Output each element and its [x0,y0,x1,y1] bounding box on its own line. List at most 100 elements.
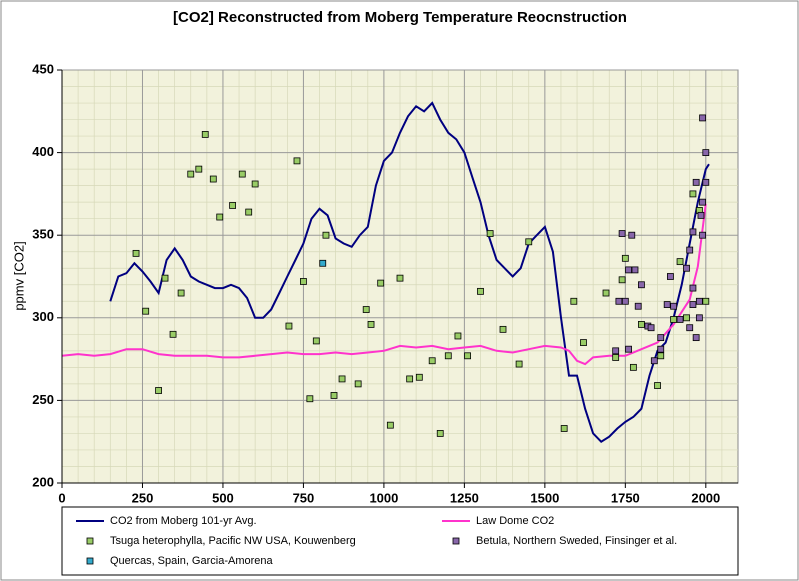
data-point [699,114,706,122]
data-point [602,289,610,297]
data-point [406,375,414,383]
data-point [580,339,587,346]
data-point [695,297,703,305]
data-point [638,281,645,289]
data-point [428,357,436,365]
data-line [61,203,707,366]
data-point [319,259,327,267]
data-point [657,345,665,353]
legend-label: Quercas, Spain, Garcia-Amorena [110,555,274,567]
data-point [486,230,494,237]
data-point [686,246,694,254]
data-point [155,387,162,394]
data-point [667,273,674,280]
data-point [377,279,385,287]
data-point [177,289,185,297]
x-tick-label: 2000 [691,490,720,505]
data-point [209,175,217,183]
x-tick-label: 1500 [530,490,559,505]
data-point [201,131,209,138]
data-point [657,352,665,360]
data-point [670,316,678,323]
data-point [251,180,259,188]
data-point [692,334,700,342]
data-point [515,360,523,368]
data-point [570,297,578,305]
x-tick-label: 750 [293,490,315,505]
data-point [169,330,177,338]
data-point [686,324,694,332]
data-point [695,314,703,322]
data-point [612,347,620,355]
legend-swatch [452,537,460,545]
data-point [676,316,684,323]
data-point [625,266,632,274]
data-point [444,352,452,360]
data-point [245,208,253,216]
data-point [629,363,637,371]
data-point [676,258,684,266]
data-point [161,274,169,282]
x-tick-label: 500 [212,490,234,505]
data-point [689,301,697,308]
x-tick-label: 250 [132,490,154,505]
data-point [338,375,346,383]
y-tick-label: 400 [32,144,54,159]
data-point [638,321,645,328]
y-axis-label: ppmv [CO2] [11,241,26,310]
data-point [670,302,678,310]
data-line [109,101,710,443]
data-point [650,357,658,365]
data-point [657,334,665,342]
data-point [702,297,710,305]
data-point [132,249,140,257]
data-point [285,322,293,330]
data-point [699,231,706,239]
data-point [621,254,629,262]
data-point [621,297,629,305]
legend-label: Law Dome CO2 [476,515,554,527]
data-point [306,395,314,403]
data-point [464,352,472,360]
y-tick-label: 200 [32,474,54,489]
data-point [436,430,444,437]
data-point [354,380,362,388]
data-point [362,306,370,313]
data-point [415,373,423,381]
data-point [367,321,375,328]
data-point [238,170,246,178]
x-tick-label: 1250 [450,490,479,505]
data-point [692,178,700,186]
data-point [647,324,655,332]
y-tick-label: 350 [32,227,54,242]
data-point [229,202,237,209]
data-point [499,325,507,333]
x-tick-label: 0 [58,490,65,505]
data-point [618,276,626,284]
x-tick-label: 1000 [369,490,398,505]
data-point [330,392,338,399]
data-point [293,157,301,165]
data-point [300,278,307,285]
data-point [386,421,394,429]
data-point [683,264,690,272]
y-tick-label: 250 [32,392,54,407]
data-point [187,170,195,178]
data-point [697,211,705,219]
data-point [634,302,642,310]
chart-title: [CO2] Reconstructed from Moberg Temperat… [173,9,627,26]
data-point [628,231,636,239]
data-point [618,230,626,237]
data-point [699,198,706,206]
legend-label: Betula, Northern Sweded, Finsinger et al… [476,535,677,547]
legend [61,506,739,576]
data-point [702,178,710,186]
data-point [702,149,710,157]
legend-swatch [86,557,94,565]
data-point [683,314,690,322]
y-tick-label: 300 [32,309,54,324]
data-point [625,345,632,353]
data-point [142,307,150,315]
data-point [396,274,404,282]
